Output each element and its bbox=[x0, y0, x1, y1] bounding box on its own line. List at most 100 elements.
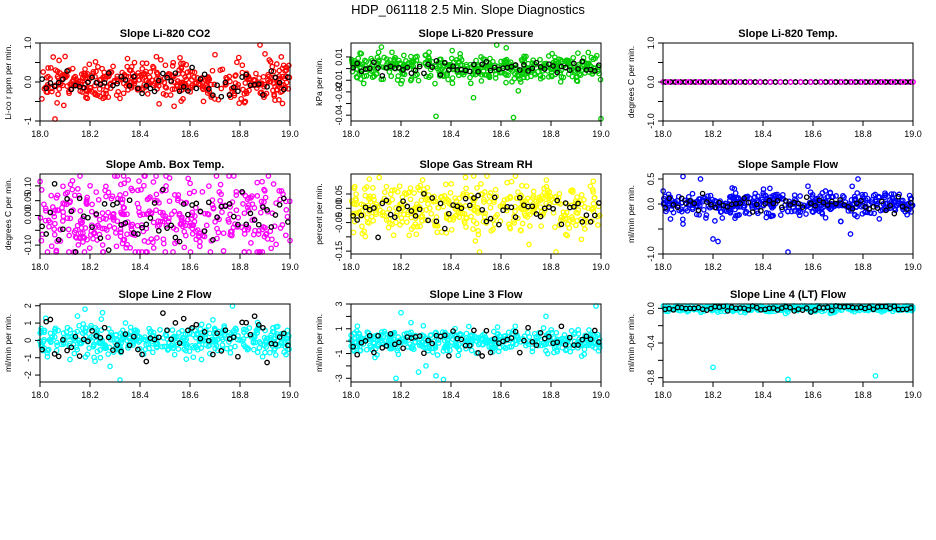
data-point bbox=[700, 206, 707, 213]
data-point bbox=[667, 216, 674, 222]
data-point bbox=[719, 215, 726, 221]
data-point bbox=[900, 206, 906, 213]
data-points bbox=[348, 303, 603, 383]
data-point bbox=[810, 209, 816, 215]
y-tick-label: -0.15 bbox=[334, 241, 344, 262]
data-point bbox=[102, 225, 108, 232]
data-point bbox=[486, 193, 493, 199]
data-point bbox=[47, 336, 53, 343]
x-tick-label: 18.2 bbox=[81, 129, 99, 139]
x-tick-label: 18.2 bbox=[704, 262, 722, 272]
data-point bbox=[96, 340, 103, 346]
data-point bbox=[125, 331, 131, 338]
data-point bbox=[394, 347, 401, 354]
data-point bbox=[269, 63, 276, 70]
reference-point bbox=[130, 73, 137, 80]
x-tick-label: 18.4 bbox=[131, 390, 149, 400]
data-point bbox=[463, 185, 469, 192]
x-tick-label: 18.2 bbox=[81, 390, 99, 400]
data-points bbox=[660, 303, 916, 383]
y-tick-label: 1.0 bbox=[646, 37, 656, 50]
data-point bbox=[471, 333, 478, 339]
reference-point bbox=[218, 348, 225, 354]
reference-point bbox=[185, 88, 191, 94]
data-point bbox=[746, 79, 753, 85]
data-point bbox=[396, 57, 402, 64]
data-point bbox=[233, 192, 240, 198]
reference-point bbox=[866, 304, 873, 311]
reference-point bbox=[135, 85, 141, 92]
data-point bbox=[261, 233, 268, 240]
data-point bbox=[854, 213, 860, 220]
data-point bbox=[398, 80, 404, 87]
data-point bbox=[506, 224, 513, 231]
data-point bbox=[48, 243, 55, 250]
data-point bbox=[84, 95, 91, 102]
reference-point bbox=[575, 200, 581, 207]
data-point bbox=[185, 175, 192, 182]
data-point bbox=[377, 207, 384, 214]
data-point bbox=[819, 210, 826, 217]
data-point bbox=[78, 340, 85, 347]
reference-point bbox=[235, 88, 241, 95]
data-point bbox=[504, 179, 510, 186]
data-point bbox=[452, 195, 458, 201]
reference-point bbox=[591, 68, 598, 74]
data-point bbox=[495, 348, 502, 355]
data-point bbox=[420, 322, 427, 329]
data-point bbox=[101, 345, 108, 351]
data-point bbox=[393, 219, 399, 226]
data-point bbox=[143, 211, 150, 217]
data-point bbox=[560, 74, 567, 81]
reference-point bbox=[500, 207, 506, 214]
data-point bbox=[876, 216, 883, 222]
x-tick-label: 18.0 bbox=[31, 129, 49, 139]
reference-point bbox=[101, 201, 108, 207]
data-point bbox=[130, 342, 136, 348]
reference-point bbox=[122, 331, 129, 337]
data-point bbox=[232, 343, 238, 350]
reference-point bbox=[230, 84, 237, 91]
data-point bbox=[366, 176, 373, 182]
data-point bbox=[257, 209, 264, 216]
data-point bbox=[463, 330, 470, 337]
data-point bbox=[47, 339, 54, 346]
data-point bbox=[278, 54, 285, 60]
data-point bbox=[113, 243, 120, 250]
reference-point bbox=[683, 200, 689, 207]
data-point bbox=[416, 336, 423, 343]
x-tick-label: 18.6 bbox=[181, 129, 199, 139]
reference-point bbox=[55, 353, 62, 360]
x-tick-label: 19.0 bbox=[281, 390, 299, 400]
data-point bbox=[393, 205, 399, 211]
reference-point bbox=[562, 341, 569, 348]
data-point bbox=[241, 210, 248, 217]
plot-frame bbox=[350, 303, 602, 383]
reference-point bbox=[197, 208, 204, 215]
panel-title: Slope Li-820 Temp. bbox=[738, 28, 837, 40]
data-point bbox=[408, 76, 415, 82]
data-point bbox=[365, 195, 372, 202]
reference-point bbox=[268, 224, 275, 230]
data-point bbox=[524, 214, 531, 220]
data-point bbox=[176, 329, 182, 336]
data-point bbox=[669, 203, 676, 209]
reference-point bbox=[475, 192, 481, 199]
data-point bbox=[568, 327, 575, 334]
data-point bbox=[472, 238, 479, 244]
data-point bbox=[492, 341, 499, 348]
data-point bbox=[210, 316, 216, 323]
reference-point bbox=[143, 82, 150, 89]
reference-point bbox=[853, 200, 860, 207]
x-tick-label: 19.0 bbox=[592, 262, 610, 272]
data-point bbox=[386, 206, 393, 212]
data-point bbox=[504, 196, 511, 202]
x-tick-label: 18.6 bbox=[492, 129, 510, 139]
data-points bbox=[348, 173, 603, 255]
data-point bbox=[370, 185, 376, 191]
reference-point bbox=[695, 207, 702, 214]
data-point bbox=[110, 217, 117, 223]
reference-point bbox=[878, 198, 885, 205]
data-point bbox=[394, 77, 401, 83]
reference-point bbox=[387, 330, 394, 337]
